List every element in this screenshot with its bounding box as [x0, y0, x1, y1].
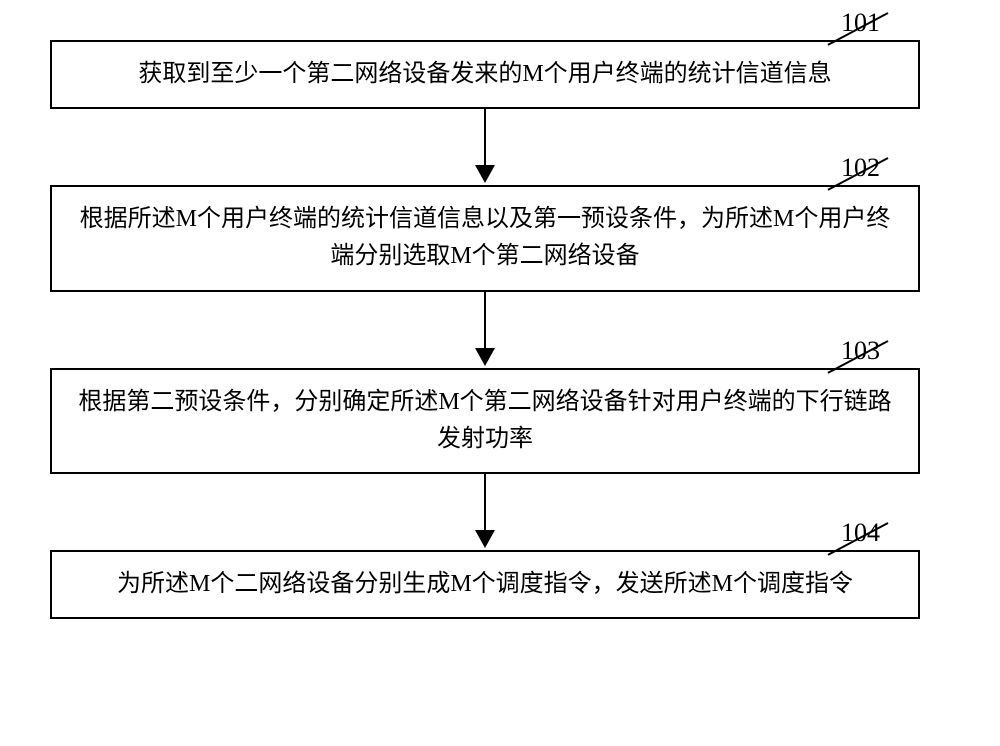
step-text: 根据所述M个用户终端的统计信道信息以及第一预设条件，为所述M个用户终端分别选取M…	[72, 201, 898, 275]
step-label: 103	[841, 336, 880, 366]
step-label: 104	[841, 518, 880, 548]
step-101: 101 获取到至少一个第二网络设备发来的M个用户终端的统计信道信息	[50, 40, 950, 109]
step-box: 获取到至少一个第二网络设备发来的M个用户终端的统计信道信息	[50, 40, 920, 109]
step-label: 102	[841, 153, 880, 183]
arrow-line	[484, 474, 486, 534]
connector-3	[50, 474, 920, 550]
arrow-head-icon	[475, 348, 495, 366]
step-box: 为所述M个二网络设备分别生成M个调度指令，发送所述M个调度指令	[50, 550, 920, 619]
flowchart-container: 101 获取到至少一个第二网络设备发来的M个用户终端的统计信道信息 102 根据…	[50, 40, 950, 619]
step-box: 根据所述M个用户终端的统计信道信息以及第一预设条件，为所述M个用户终端分别选取M…	[50, 185, 920, 291]
connector-2	[50, 292, 920, 368]
step-104: 104 为所述M个二网络设备分别生成M个调度指令，发送所述M个调度指令	[50, 550, 950, 619]
step-label: 101	[841, 8, 880, 38]
step-103: 103 根据第二预设条件，分别确定所述M个第二网络设备针对用户终端的下行链路发射…	[50, 368, 950, 474]
step-text: 为所述M个二网络设备分别生成M个调度指令，发送所述M个调度指令	[117, 566, 853, 603]
step-102: 102 根据所述M个用户终端的统计信道信息以及第一预设条件，为所述M个用户终端分…	[50, 185, 950, 291]
step-text: 根据第二预设条件，分别确定所述M个第二网络设备针对用户终端的下行链路发射功率	[72, 384, 898, 458]
arrow-head-icon	[475, 165, 495, 183]
arrow-line	[484, 292, 486, 352]
step-box: 根据第二预设条件，分别确定所述M个第二网络设备针对用户终端的下行链路发射功率	[50, 368, 920, 474]
arrow-head-icon	[475, 530, 495, 548]
connector-1	[50, 109, 920, 185]
step-text: 获取到至少一个第二网络设备发来的M个用户终端的统计信道信息	[138, 56, 831, 93]
arrow-line	[484, 109, 486, 169]
